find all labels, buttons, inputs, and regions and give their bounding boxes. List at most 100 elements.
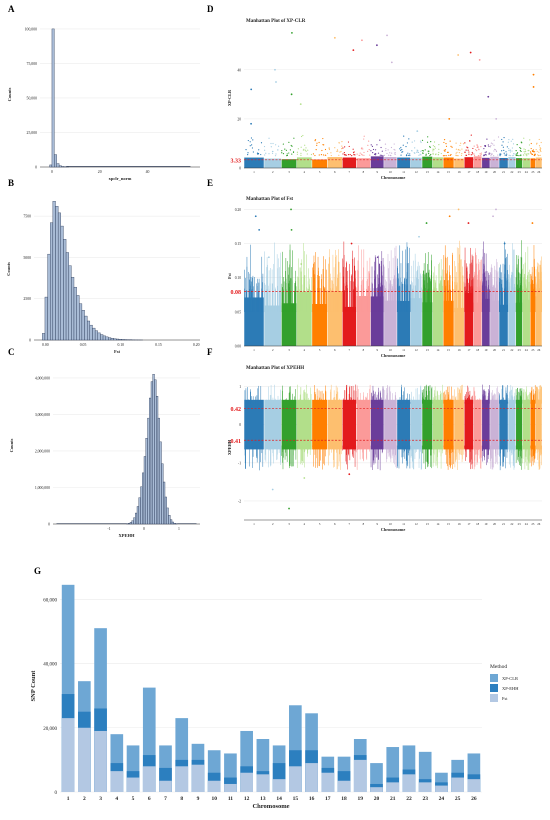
data-point [314, 139, 317, 141]
data-point [286, 153, 288, 155]
data-point [304, 144, 306, 146]
threshold-label: 0.42 [231, 407, 242, 413]
data-point [434, 153, 437, 156]
x-axis-label: XPEHH [118, 533, 135, 538]
data-point [488, 152, 490, 154]
data-point [462, 143, 465, 145]
histogram-fst-panel: 0 2500 5000 7500 0.00 0.05 0.10 0.15 0.20 Fst Coun… [6, 201, 200, 354]
outlier-point [288, 507, 290, 510]
chromosome-point-band [535, 296, 542, 346]
data-point [414, 147, 416, 149]
data-point [281, 150, 283, 152]
chromosome-tick-label: 19 [484, 522, 488, 526]
data-point [390, 146, 393, 149]
data-point [509, 151, 511, 153]
data-point [384, 143, 387, 145]
x-tick-label: 11 [228, 796, 233, 802]
data-point [531, 153, 534, 156]
data-point [451, 146, 453, 148]
data-point [476, 146, 478, 149]
histogram-bar [94, 330, 98, 341]
histogram-bar [105, 336, 109, 341]
data-point [470, 154, 472, 156]
data-point [368, 140, 370, 142]
data-point [428, 152, 430, 154]
x-tick-label: 3 [99, 796, 102, 802]
data-point [422, 150, 424, 152]
data-point [444, 149, 447, 151]
data-point [512, 138, 514, 141]
chromosome-tick-label: 11 [402, 522, 405, 526]
chromosome-point-band [499, 399, 508, 450]
data-point [249, 145, 251, 147]
histogram-bar [133, 517, 136, 525]
data-point [515, 150, 517, 152]
data-point [338, 141, 340, 144]
data-point [336, 149, 339, 151]
data-point [487, 144, 489, 146]
data-point [476, 150, 478, 152]
data-point [540, 150, 542, 153]
histogram-bar [102, 335, 106, 341]
peak-point [492, 215, 494, 218]
chromosome-tick-label: 14 [436, 522, 440, 526]
data-point [455, 142, 457, 144]
chromosome-point-band [244, 157, 264, 168]
data-point [353, 153, 355, 156]
data-point [449, 140, 451, 142]
data-point [282, 143, 284, 145]
chromosome-tick-label: 15 [447, 170, 451, 174]
chromosome-tick-label: 11 [402, 348, 405, 352]
data-point [520, 150, 522, 153]
chromosome-point-band [432, 157, 443, 168]
chromosome-tick-label: 16 [458, 348, 462, 352]
chromosome-tick-label: 2 [272, 170, 274, 174]
data-point [277, 145, 280, 147]
data-point [394, 149, 396, 151]
chromosome-point-band [508, 399, 516, 450]
x-tick-label: 26 [471, 796, 477, 802]
chromosome-tick-label: 21 [502, 170, 506, 174]
data-point [445, 145, 448, 147]
y-axis-label: XP-CLR [227, 89, 232, 106]
data-point [438, 148, 440, 150]
y-tick-label: 0.15 [235, 242, 241, 246]
x-tick-label: 22 [406, 796, 412, 802]
data-point [432, 148, 434, 150]
data-point [438, 151, 440, 154]
panel-label-g: G [34, 566, 41, 576]
data-point [402, 144, 404, 146]
x-tick-label: 17 [325, 796, 331, 802]
data-point [315, 148, 317, 151]
data-point [389, 152, 391, 154]
bar-fst [110, 771, 124, 792]
chromosome-tick-label: 3 [288, 522, 290, 526]
y-tick-label: 0 [48, 523, 50, 527]
chromosome-tick-label: 3 [288, 348, 290, 352]
data-point [536, 150, 538, 152]
y-tick-label: 20,000 [43, 727, 57, 732]
chromosome-tick-label: 26 [537, 170, 541, 174]
chromosome-tick-label: 15 [447, 348, 451, 352]
chromosome-tick-label: 14 [436, 170, 440, 174]
chromosome-point-band [522, 399, 530, 450]
peak-point [478, 59, 481, 61]
data-point [516, 153, 518, 155]
y-tick-label: 1,000,000 [35, 486, 50, 491]
data-point [400, 146, 402, 149]
legend-swatch [490, 684, 498, 692]
data-point [490, 142, 492, 144]
data-point [493, 144, 495, 146]
data-point [419, 153, 421, 155]
y-tick-label: 25,000 [27, 131, 38, 136]
data-point [448, 154, 450, 156]
peak-point [350, 242, 353, 245]
chromosome-point-band [522, 158, 530, 168]
bar-fst [353, 759, 367, 792]
chromosome-point-band [410, 157, 422, 168]
chromosome-point-band [473, 302, 482, 346]
data-point [413, 140, 416, 142]
data-point [523, 150, 525, 153]
chromosome-tick-label: 23 [518, 522, 522, 526]
data-point [506, 146, 508, 148]
